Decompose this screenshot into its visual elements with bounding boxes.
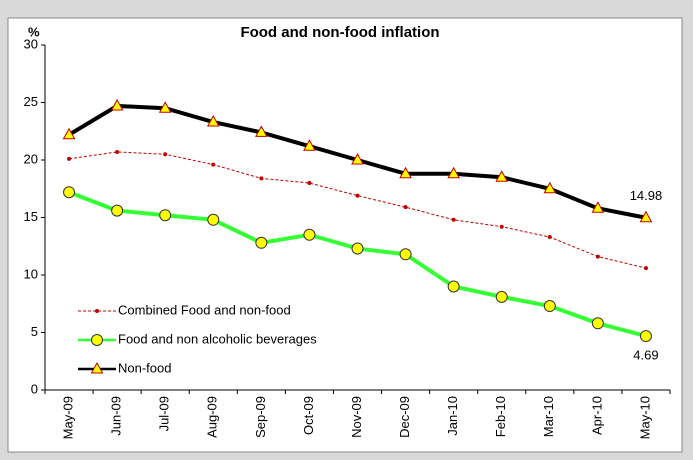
- data-point: [639, 210, 653, 223]
- data-point: [67, 156, 72, 161]
- data-point: [303, 228, 316, 241]
- x-tick-label: Jun-09: [109, 396, 124, 436]
- x-tick-label: May-09: [60, 396, 75, 439]
- data-point: [351, 152, 364, 165]
- data-point: [259, 176, 264, 181]
- y-axis-label: %: [28, 24, 40, 39]
- y-tick-label: 20: [24, 151, 38, 166]
- legend-label: Non-food: [118, 360, 171, 375]
- x-tick-label: May-10: [637, 396, 652, 439]
- data-point: [499, 224, 504, 229]
- data-point: [351, 242, 364, 255]
- data-point: [591, 317, 604, 330]
- data-point: [643, 266, 648, 271]
- data-point: [163, 152, 168, 157]
- data-point: [399, 248, 412, 261]
- x-tick-label: Jul-09: [157, 396, 172, 431]
- y-tick-label: 10: [24, 266, 38, 281]
- data-label: 14.98: [630, 188, 663, 203]
- y-tick-label: 25: [24, 94, 38, 109]
- x-tick-label: Mar-10: [541, 396, 556, 437]
- x-tick-label: Dec-09: [397, 396, 412, 438]
- data-point: [110, 98, 124, 111]
- data-point: [255, 236, 268, 249]
- data-point: [255, 125, 268, 137]
- data-point: [495, 170, 509, 182]
- data-point: [495, 290, 508, 303]
- data-point: [355, 193, 360, 198]
- data-point: [159, 209, 172, 222]
- x-tick-label: Jan-10: [445, 396, 460, 436]
- y-tick-label: 30: [24, 36, 38, 51]
- data-point: [547, 235, 552, 240]
- data-point: [399, 166, 412, 179]
- data-point: [111, 204, 124, 217]
- chart-title: Food and non-food inflation: [240, 24, 439, 41]
- data-point: [639, 330, 652, 343]
- data-point: [63, 186, 76, 199]
- data-point: [211, 162, 216, 167]
- x-tick-label: Aug-09: [205, 396, 220, 438]
- data-label: 4.69: [633, 348, 658, 363]
- data-point: [307, 181, 312, 185]
- x-tick-label: Oct-09: [301, 396, 316, 435]
- y-tick-label: 0: [31, 381, 38, 396]
- legend-label: Food and non alcoholic beverages: [118, 331, 317, 346]
- data-point: [595, 254, 600, 259]
- legend-marker: [95, 309, 99, 313]
- data-point: [207, 213, 220, 226]
- data-point: [115, 149, 120, 154]
- data-point: [591, 201, 605, 213]
- y-tick-label: 15: [24, 209, 38, 224]
- legend-marker: [90, 361, 104, 374]
- y-tick-label: 5: [31, 324, 38, 339]
- data-point: [447, 280, 460, 293]
- x-tick-label: Apr-10: [589, 396, 604, 435]
- x-tick-label: Feb-10: [493, 396, 508, 437]
- chart-area: [7, 17, 683, 453]
- x-tick-label: Sep-09: [253, 396, 268, 438]
- data-point: [543, 181, 557, 194]
- data-point: [403, 205, 408, 210]
- data-point: [543, 300, 556, 313]
- data-point: [158, 101, 172, 113]
- x-tick-label: Nov-09: [349, 396, 364, 438]
- legend-label: Combined Food and non-food: [118, 302, 291, 317]
- data-point: [451, 217, 456, 222]
- data-point: [206, 115, 220, 127]
- data-point: [447, 166, 460, 179]
- data-point: [303, 139, 316, 151]
- legend-marker: [91, 334, 103, 346]
- data-point: [62, 127, 76, 140]
